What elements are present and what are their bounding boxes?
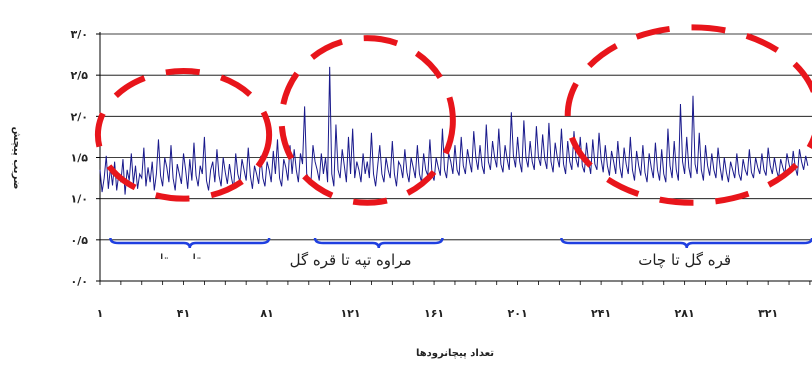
series-layer bbox=[99, 66, 809, 195]
ellipses bbox=[94, 24, 812, 206]
x-tick-labels: ۱ ۴۱ ۸۱ ۱۲۱ ۱۶۱ ۲۰۱ ۲۴۱ ۲۸۱ ۳۲۱ bbox=[97, 307, 779, 320]
y-tick-labels: ۰/۰ ۰/۵ ۱/۰ ۱/۵ ۲/۰ ۲/۵ ۳/۰ bbox=[71, 28, 89, 288]
x-tick-label: ۴۱ bbox=[177, 307, 190, 320]
highlight-ellipse bbox=[278, 35, 456, 206]
y-tick-label: ۱/۵ bbox=[71, 152, 89, 165]
y-tick-label: ۰/۵ bbox=[71, 234, 89, 247]
brace bbox=[313, 237, 444, 249]
grid bbox=[100, 33, 812, 241]
brace bbox=[560, 237, 812, 249]
series-line bbox=[99, 66, 809, 195]
y-tick-label: ۰/۰ bbox=[71, 275, 88, 288]
x-tick-label: ۱۶۱ bbox=[424, 307, 444, 320]
x-axis-title: تعداد پیچانرودها bbox=[416, 348, 494, 359]
y-tick-label: ۱/۰ bbox=[71, 193, 88, 206]
x-tick-label: ۳۲۱ bbox=[758, 307, 778, 320]
region-label: قره گل تا چات bbox=[638, 251, 731, 269]
region-label: مراوه تپه تا قره گل bbox=[290, 251, 412, 270]
x-tick-label: ۱۲۱ bbox=[340, 307, 360, 320]
y-tick-label: ۲/۵ bbox=[71, 69, 89, 82]
highlight-ellipse bbox=[564, 24, 812, 206]
y-tick-label: ۳/۰ bbox=[71, 28, 88, 41]
brace bbox=[109, 237, 271, 249]
region-label-partial: تا ... تا ... bbox=[160, 251, 220, 269]
x-tick-label: ۱ bbox=[97, 307, 104, 320]
region-labels: مراوه تپه تا قره گل قره گل تا چات تا ... ت… bbox=[160, 251, 731, 270]
brackets bbox=[109, 237, 812, 249]
x-tick-label: ۲۸۱ bbox=[675, 307, 695, 320]
x-tick-label: ۸۱ bbox=[260, 307, 273, 320]
x-tick-label: ۲۰۱ bbox=[508, 307, 528, 320]
x-tick-label: ۲۴۱ bbox=[591, 307, 611, 320]
axes bbox=[96, 32, 812, 285]
y-axis-title: ضریب پیچش bbox=[11, 127, 22, 190]
y-tick-label: ۲/۰ bbox=[71, 110, 88, 123]
highlight-ellipse bbox=[94, 68, 273, 202]
